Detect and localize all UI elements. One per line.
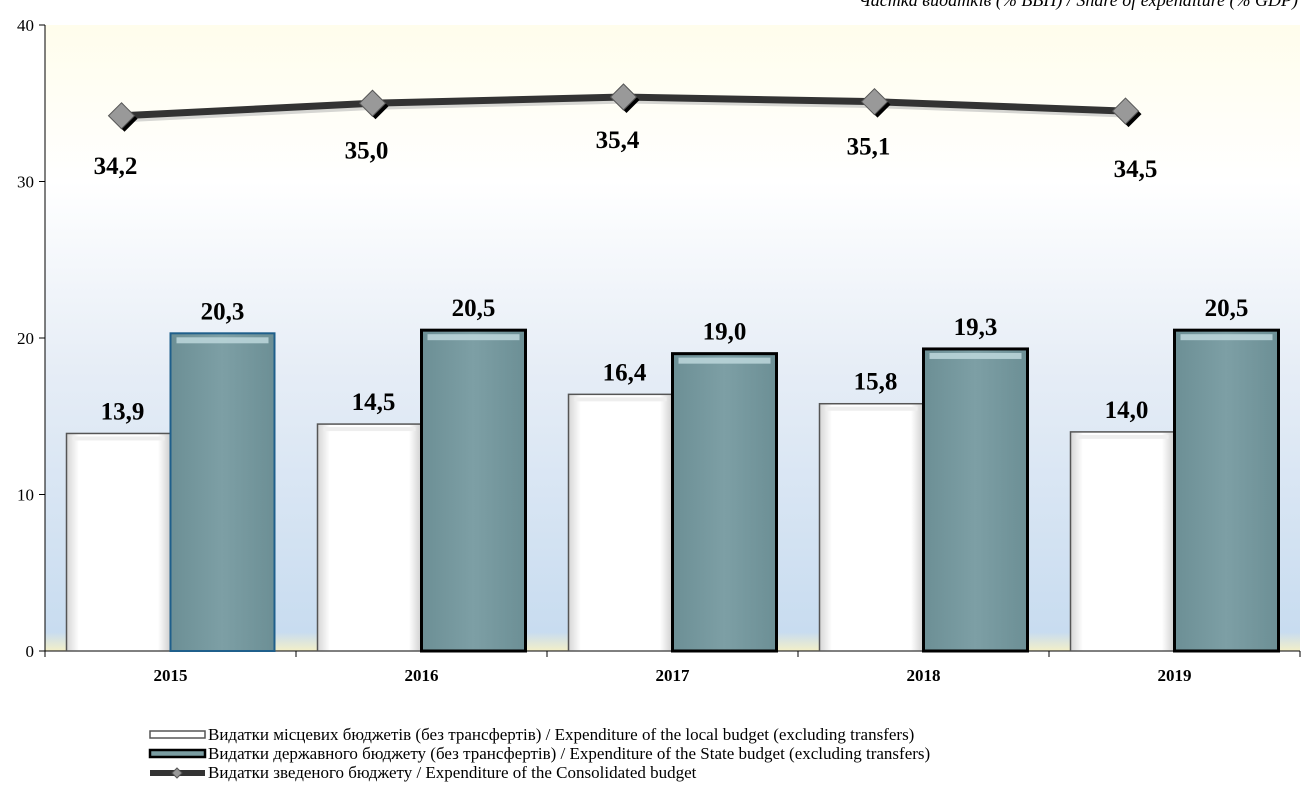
y-tick-label: 10 [17, 486, 34, 505]
local-budget-bar [567, 393, 674, 652]
legend-swatch-local [149, 730, 206, 739]
bar-bevel [678, 357, 771, 364]
x-category-label: 2019 [1158, 666, 1192, 685]
state-budget-label: 20,3 [201, 298, 245, 325]
local-budget-bar [818, 402, 925, 652]
consolidated-marker [358, 89, 387, 117]
state-budget-bar [1173, 328, 1280, 653]
state-budget-label: 20,5 [452, 295, 496, 322]
consolidated-label: 34,2 [94, 153, 138, 180]
bar-bevel [72, 436, 165, 441]
x-category-label: 2015 [154, 666, 188, 685]
state-budget-bar [420, 328, 527, 653]
local-budget-label: 14,5 [352, 389, 396, 416]
local-budget-bar [65, 432, 172, 652]
consolidated-label: 34,5 [1114, 156, 1158, 183]
state-budget-bar [671, 352, 778, 653]
bar-bevel [323, 427, 416, 432]
bar-bevel [427, 334, 520, 341]
bar-bevel [825, 406, 918, 411]
legend-label: Видатки місцевих бюджетів (без трансферт… [208, 725, 914, 744]
bar-bevel [574, 397, 667, 402]
state-budget-label: 19,0 [703, 319, 747, 346]
y-tick-label: 20 [17, 329, 34, 348]
consolidated-marker [860, 87, 889, 116]
consolidated-marker [107, 102, 136, 130]
legend-label: Видатки зведеного бюджету / Expenditure … [208, 763, 697, 782]
local-budget-label: 15,8 [854, 369, 898, 396]
local-budget-label: 13,9 [101, 398, 145, 425]
state-budget-label: 20,5 [1205, 295, 1249, 322]
state-budget-bar [922, 347, 1029, 653]
local-budget-bar [1069, 431, 1176, 652]
local-budget-bar [316, 423, 423, 652]
state-budget-label: 19,3 [954, 314, 998, 341]
consolidated-marker [1111, 97, 1140, 125]
x-category-label: 2018 [907, 666, 941, 685]
legend-swatch-state [148, 748, 207, 759]
bar-bevel [176, 337, 269, 344]
x-category-label: 2016 [405, 666, 439, 685]
y-tick-label: 0 [26, 642, 35, 661]
local-budget-label: 16,4 [603, 359, 647, 386]
y-tick-label: 40 [17, 16, 34, 35]
y-tick-label: 30 [17, 173, 34, 192]
consolidated-marker [609, 83, 638, 111]
bar-bevel [929, 352, 1022, 359]
legend-marker [171, 767, 183, 779]
consolidated-label: 35,0 [345, 137, 389, 164]
legend-label: Видатки державного бюджету (без трансфер… [208, 744, 930, 763]
bar-bevel [1076, 434, 1169, 439]
consolidated-label: 35,4 [596, 127, 640, 154]
x-category-label: 2017 [656, 666, 691, 685]
state-budget-bar [169, 332, 276, 652]
consolidated-label: 35,1 [847, 134, 891, 161]
local-budget-label: 14,0 [1105, 397, 1149, 424]
bar-bevel [1180, 334, 1273, 341]
chart-top-text: Частка видатків (% ВВП) / Share of expen… [858, 0, 1298, 11]
